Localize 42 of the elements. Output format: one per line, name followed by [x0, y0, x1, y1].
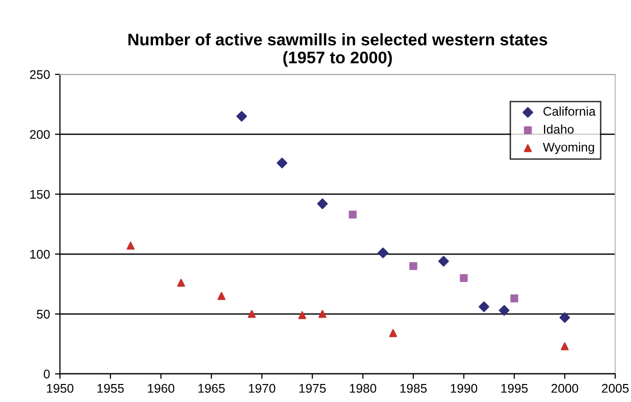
point: [389, 329, 398, 338]
x-tick-label: 2000: [551, 384, 578, 393]
x-tick-label: 1955: [97, 384, 124, 393]
x-tick-label: 1960: [148, 384, 174, 393]
x-tick-label: 1995: [501, 384, 528, 393]
y-tick-label: 100: [30, 250, 50, 259]
point: [298, 311, 306, 320]
legend-label: California: [543, 106, 596, 116]
point: [478, 301, 490, 312]
point: [409, 262, 418, 270]
chart-title: Number of active sawmills in selected western states (1957 to 2000): [128, 33, 548, 67]
point: [318, 310, 326, 318]
point: [510, 294, 518, 302]
point: [559, 312, 570, 323]
point: [126, 242, 135, 250]
x-tick-label: 1970: [248, 384, 276, 393]
y-tick-label: 200: [30, 130, 50, 139]
legend-label: Wyoming: [542, 142, 594, 154]
y-tick-label: 150: [30, 190, 50, 199]
x-tick-label: 1990: [450, 384, 478, 393]
x-tick-label: 2005: [602, 384, 629, 393]
y-tick-label: 50: [36, 310, 50, 319]
point: [317, 198, 328, 210]
point: [236, 110, 247, 122]
point: [248, 310, 256, 318]
x-tick-label: 1965: [198, 384, 225, 393]
point: [460, 274, 468, 282]
x-tick-label: 1985: [400, 384, 427, 393]
point: [438, 256, 449, 267]
x-tick-label: 1950: [46, 384, 74, 393]
point: [177, 278, 186, 287]
x-tick-label: 1980: [350, 384, 376, 393]
point: [348, 210, 357, 218]
point: [498, 305, 510, 316]
y-tick-label: 250: [30, 70, 50, 80]
point: [378, 248, 388, 258]
point: [276, 158, 288, 168]
point: [218, 292, 226, 300]
y-tick-label: 0: [44, 370, 50, 379]
point: [560, 342, 569, 350]
x-tick-label: 1975: [299, 384, 326, 393]
legend-label: Idaho: [544, 124, 574, 134]
